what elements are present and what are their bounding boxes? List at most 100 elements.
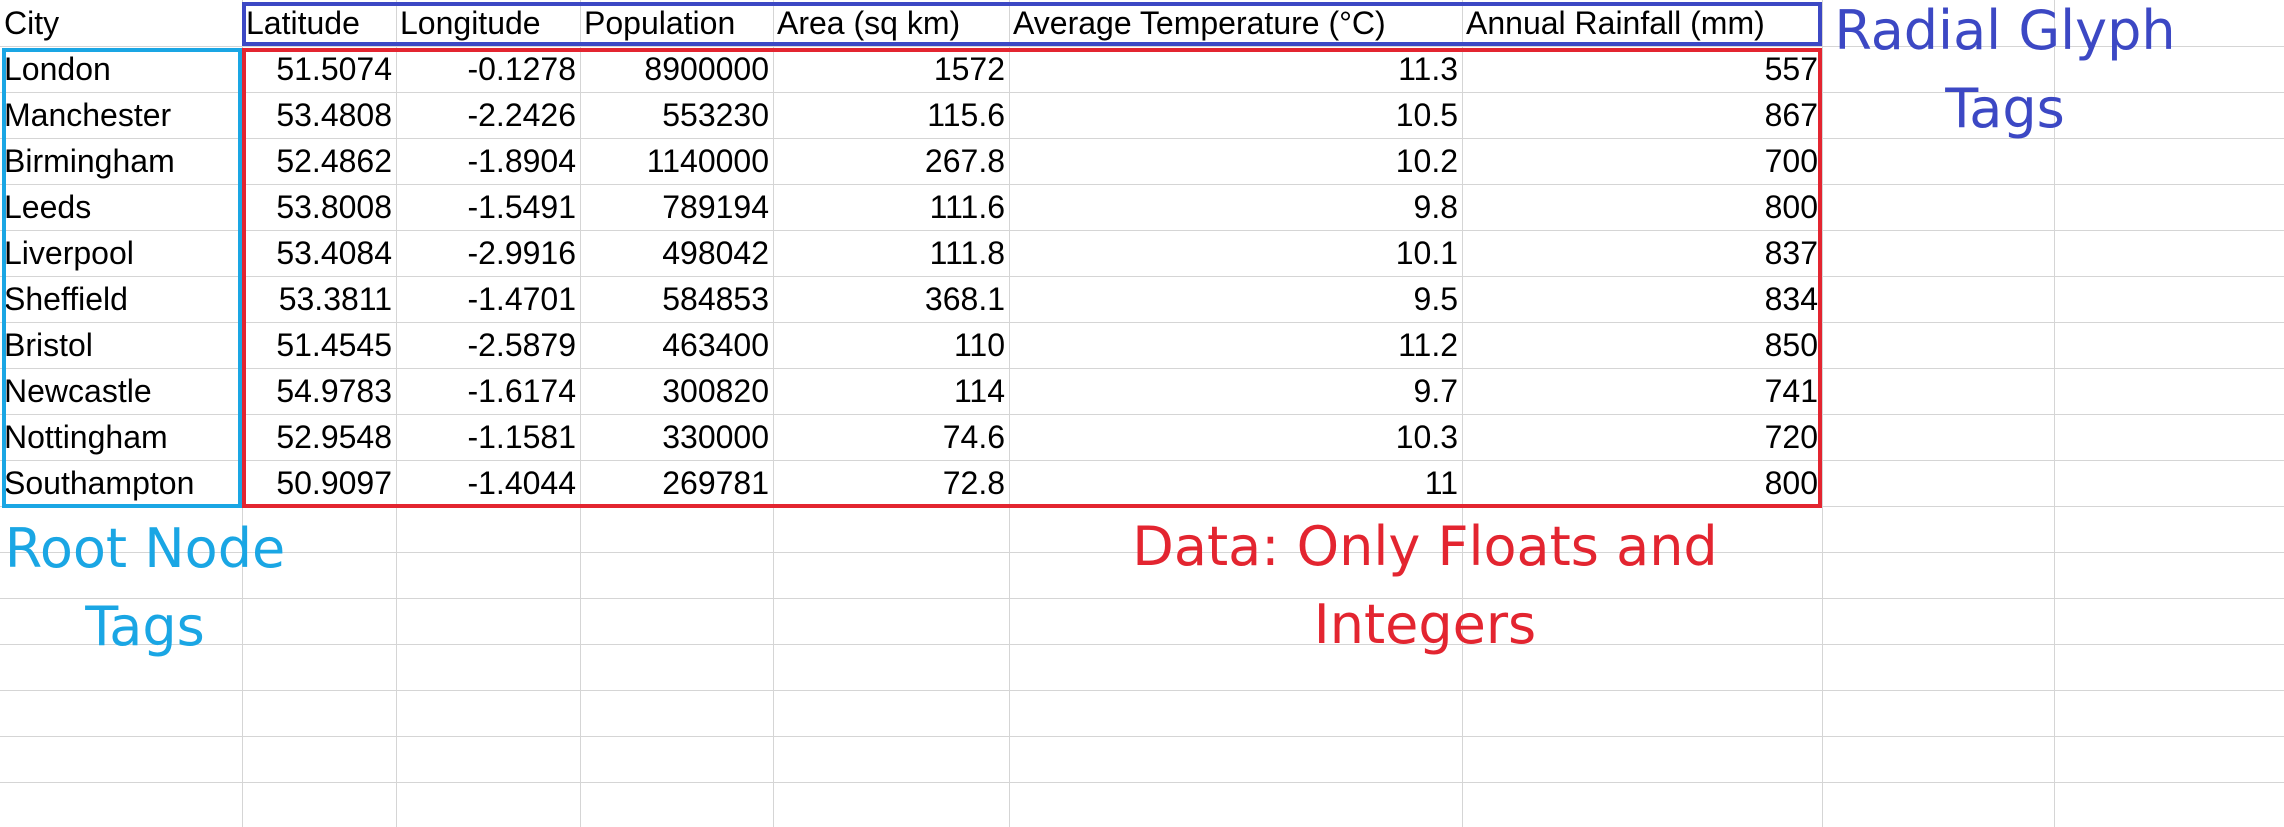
city-cell[interactable]: Nottingham <box>4 419 168 455</box>
data-cell[interactable]: 1572 <box>933 51 1005 87</box>
data-cell[interactable]: 267.8 <box>924 143 1005 179</box>
data-cell[interactable]: 8900000 <box>644 51 769 87</box>
city-cell[interactable]: Liverpool <box>4 235 134 271</box>
data-cell[interactable]: 837 <box>1764 235 1818 271</box>
data-cell[interactable]: -1.6174 <box>467 373 576 409</box>
header-cell[interactable]: Longitude <box>400 5 541 41</box>
header-cell[interactable]: Average Temperature (°C) <box>1013 5 1386 41</box>
data-cell[interactable]: 114 <box>953 373 1005 409</box>
gridline-horizontal <box>0 92 2284 93</box>
data-cell[interactable]: 700 <box>1764 143 1818 179</box>
city-cell[interactable]: Bristol <box>4 327 93 363</box>
gridline-horizontal <box>0 184 2284 185</box>
data-cell[interactable]: 10.3 <box>1395 419 1458 455</box>
gridline-vertical <box>580 0 581 827</box>
data-cell[interactable]: 1140000 <box>646 143 769 179</box>
gridline-vertical <box>1822 0 1823 827</box>
data-cell[interactable]: -1.1581 <box>467 419 576 455</box>
data-cell[interactable]: 11.2 <box>1398 327 1458 363</box>
data-cell[interactable]: -1.4044 <box>467 465 576 501</box>
data-box <box>242 48 1822 508</box>
gridline-vertical <box>773 0 774 827</box>
header-cell[interactable]: Population <box>584 5 736 41</box>
data-cell[interactable]: 72.8 <box>942 465 1005 501</box>
data-cell[interactable]: -1.5491 <box>467 189 576 225</box>
gridline-horizontal <box>0 598 2284 599</box>
data-annotation: Data: Only Floats and Integers <box>1132 515 1718 656</box>
data-cell[interactable]: 11.3 <box>1398 51 1458 87</box>
data-cell[interactable]: 11 <box>1424 465 1458 501</box>
header-cell[interactable]: Annual Rainfall (mm) <box>1466 5 1765 41</box>
city-cell[interactable]: Birmingham <box>4 143 175 179</box>
data-cell[interactable]: 720 <box>1764 419 1818 455</box>
data-cell[interactable]: 300820 <box>662 373 769 409</box>
data-cell[interactable]: 834 <box>1764 281 1818 317</box>
data-cell[interactable]: -1.8904 <box>467 143 576 179</box>
data-cell[interactable]: 53.3811 <box>278 281 392 317</box>
city-cell[interactable]: Manchester <box>4 97 172 133</box>
data-cell[interactable]: 50.9097 <box>276 465 392 501</box>
data-cell[interactable]: -0.1278 <box>467 51 576 87</box>
header-cell[interactable]: Area (sq km) <box>777 5 961 41</box>
data-cell[interactable]: 9.7 <box>1413 373 1458 409</box>
gridline-horizontal <box>0 460 2284 461</box>
data-cell[interactable]: -2.5879 <box>467 327 576 363</box>
data-cell[interactable]: 498042 <box>662 235 769 271</box>
data-cell[interactable]: -2.9916 <box>467 235 576 271</box>
data-cell[interactable]: 111.6 <box>929 189 1005 225</box>
data-cell[interactable]: 789194 <box>662 189 769 225</box>
data-cell[interactable]: 584853 <box>662 281 769 317</box>
data-cell[interactable]: 51.5074 <box>276 51 392 87</box>
data-cell[interactable]: 741 <box>1764 373 1818 409</box>
gridline-vertical <box>1009 0 1010 827</box>
data-cell[interactable]: -1.4701 <box>467 281 576 317</box>
data-cell[interactable]: 269781 <box>662 465 769 501</box>
data-cell[interactable]: 52.9548 <box>276 419 392 455</box>
data-cell[interactable]: 10.1 <box>1395 235 1458 271</box>
data-cell[interactable]: 800 <box>1764 189 1818 225</box>
data-cell[interactable]: 115.6 <box>927 97 1005 133</box>
data-cell[interactable]: 368.1 <box>924 281 1005 317</box>
data-cell[interactable]: 54.9783 <box>276 373 392 409</box>
gridline-horizontal <box>0 644 2284 645</box>
data-cell[interactable]: 553230 <box>662 97 769 133</box>
data-cell[interactable]: 110 <box>953 327 1005 363</box>
city-cell[interactable]: London <box>4 51 111 87</box>
gridline-vertical <box>1462 0 1463 827</box>
data-cell[interactable]: 463400 <box>662 327 769 363</box>
data-cell[interactable]: 111.8 <box>929 235 1005 271</box>
city-cell[interactable]: Sheffield <box>4 281 128 317</box>
data-cell[interactable]: 10.5 <box>1395 97 1458 133</box>
header-cell[interactable]: City <box>4 5 60 41</box>
data-cell[interactable]: 51.4545 <box>276 327 392 363</box>
city-cell[interactable]: Southampton <box>4 465 195 501</box>
data-cell[interactable]: 52.4862 <box>276 143 392 179</box>
gridline-horizontal <box>0 414 2284 415</box>
data-cell[interactable]: 53.4808 <box>276 97 392 133</box>
gridline-vertical <box>396 0 397 827</box>
data-cell[interactable]: 10.2 <box>1395 143 1458 179</box>
header-cell[interactable]: Latitude <box>246 5 360 41</box>
city-cell[interactable]: Leeds <box>4 189 92 225</box>
data-cell[interactable]: 9.8 <box>1413 189 1458 225</box>
data-cell[interactable]: 53.8008 <box>276 189 392 225</box>
gridline-horizontal <box>0 322 2284 323</box>
data-cell[interactable]: 867 <box>1764 97 1818 133</box>
gridline-horizontal <box>0 736 2284 737</box>
data-cell[interactable]: -2.2426 <box>467 97 576 133</box>
data-cell[interactable]: 800 <box>1764 465 1818 501</box>
gridline-horizontal <box>0 368 2284 369</box>
gridline-horizontal <box>0 782 2284 783</box>
data-cell[interactable]: 850 <box>1764 327 1818 363</box>
data-cell[interactable]: 74.6 <box>942 419 1005 455</box>
data-cell[interactable]: 557 <box>1764 51 1818 87</box>
gridline-horizontal <box>0 230 2284 231</box>
data-cell[interactable]: 330000 <box>662 419 769 455</box>
radial-glyph-annotation: Radial Glyph Tags <box>1834 0 2176 140</box>
data-cell[interactable]: 53.4084 <box>276 235 392 271</box>
gridline-vertical <box>2054 0 2055 827</box>
city-cell[interactable]: Newcastle <box>4 373 152 409</box>
gridline-horizontal <box>0 690 2284 691</box>
data-cell[interactable]: 9.5 <box>1413 281 1458 317</box>
